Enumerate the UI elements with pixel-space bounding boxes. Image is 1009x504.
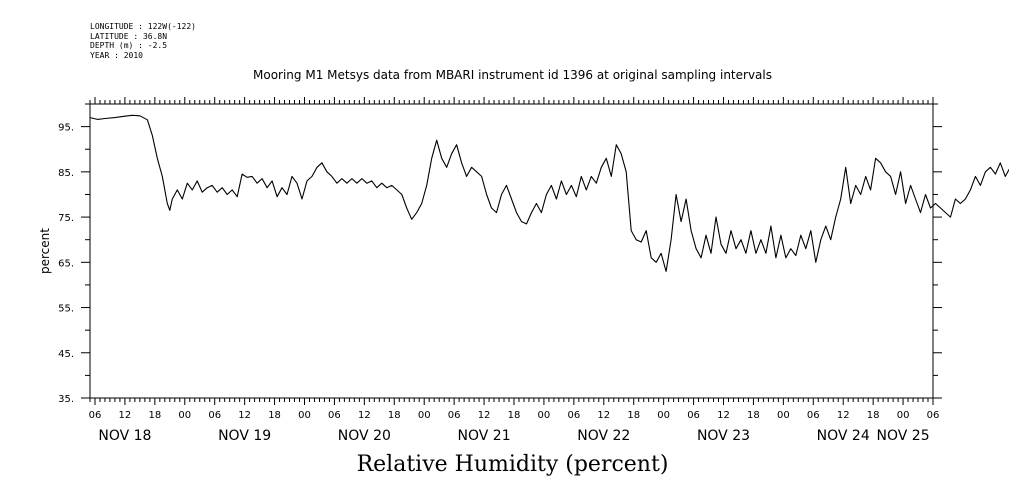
x-tick-label: 06	[328, 410, 341, 421]
x-tick-label: 00	[298, 410, 311, 421]
x-day-label: NOV 24	[817, 428, 870, 444]
x-tick-label: 00	[897, 410, 910, 421]
series-line	[89, 114, 1009, 272]
x-tick-label: 00	[777, 410, 790, 421]
x-tick-label: 18	[148, 410, 161, 421]
depth-text: DEPTH (m) : -2.5	[90, 41, 168, 50]
x-day-label: NOV 22	[577, 428, 630, 444]
longitude-text: LONGITUDE : 122W(-122)	[90, 22, 196, 31]
x-tick-label: 18	[747, 410, 760, 421]
x-day-label: NOV 23	[697, 428, 750, 444]
chart-subtitle: Mooring M1 Metsys data from MBARI instru…	[253, 68, 772, 82]
x-tick-label: 12	[597, 410, 610, 421]
x-tick-label: 00	[418, 410, 431, 421]
x-day-label: NOV 21	[458, 428, 511, 444]
y-tick-label: 85.	[58, 168, 74, 179]
y-tick-label: 55.	[58, 304, 74, 315]
x-tick-label: 00	[538, 410, 551, 421]
x-tick-label: 06	[567, 410, 580, 421]
x-day-labels: NOV 18 NOV 19 NOV 20 NOV 21 NOV 22 NOV 23 NOV …	[98, 428, 929, 444]
x-day-label: NOV 19	[218, 428, 271, 444]
x-tick-label: 06	[927, 410, 940, 421]
x-tick-label: 12	[358, 410, 371, 421]
latitude-text: LATITUDE : 36.8N	[90, 31, 168, 41]
x-tick-label: 18	[388, 410, 401, 421]
plot-frame	[89, 103, 934, 399]
x-tick-label: 06	[89, 410, 102, 421]
x-tick-label: 06	[807, 410, 820, 421]
x-tick-label: 12	[478, 410, 491, 421]
x-tick-label: 06	[448, 410, 461, 421]
x-tick-label: 00	[657, 410, 670, 421]
x-tick-label: 12	[238, 410, 251, 421]
y-tick-labels: 95. 85. 75. 65. 55. 45. 35.	[58, 123, 74, 405]
y-tick-label: 65.	[58, 258, 74, 269]
chart-title: Relative Humidity (percent)	[356, 452, 669, 477]
x-tick-label: 12	[119, 410, 132, 421]
y-tick-label: 95.	[58, 123, 74, 134]
x-tick-label: 00	[178, 410, 191, 421]
x-tick-label: 06	[208, 410, 221, 421]
x-day-label: NOV 18	[98, 428, 151, 444]
x-day-label: NOV 20	[338, 428, 391, 444]
axis-ticks	[81, 97, 942, 405]
x-day-label: NOV 25	[877, 428, 930, 444]
year-text: YEAR : 2010	[90, 50, 143, 60]
x-tick-labels: 06 12 18 00 06 12 18 00 06 12 18 00 06 12 18 00 06 12 18 00…	[89, 410, 940, 421]
y-axis-label: percent	[38, 228, 52, 274]
x-tick-label: 06	[687, 410, 700, 421]
x-tick-label: 12	[717, 410, 730, 421]
x-tick-label: 12	[837, 410, 850, 421]
y-tick-label: 45.	[58, 349, 74, 360]
x-tick-label: 18	[867, 410, 880, 421]
x-tick-label: 18	[508, 410, 521, 421]
x-tick-label: 18	[627, 410, 640, 421]
x-tick-label: 18	[268, 410, 281, 421]
location-info: LONGITUDE : 122W(-122) LATITUDE : 36.8N …	[90, 22, 196, 60]
y-tick-label: 75.	[58, 213, 74, 224]
y-tick-label: 35.	[58, 394, 74, 405]
